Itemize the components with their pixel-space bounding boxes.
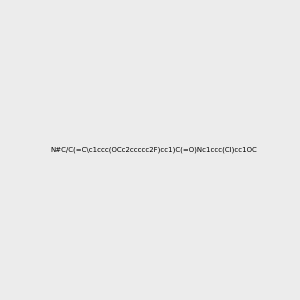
Text: N#C/C(=C\c1ccc(OCc2ccccc2F)cc1)C(=O)Nc1ccc(Cl)cc1OC: N#C/C(=C\c1ccc(OCc2ccccc2F)cc1)C(=O)Nc1c… <box>50 146 257 153</box>
